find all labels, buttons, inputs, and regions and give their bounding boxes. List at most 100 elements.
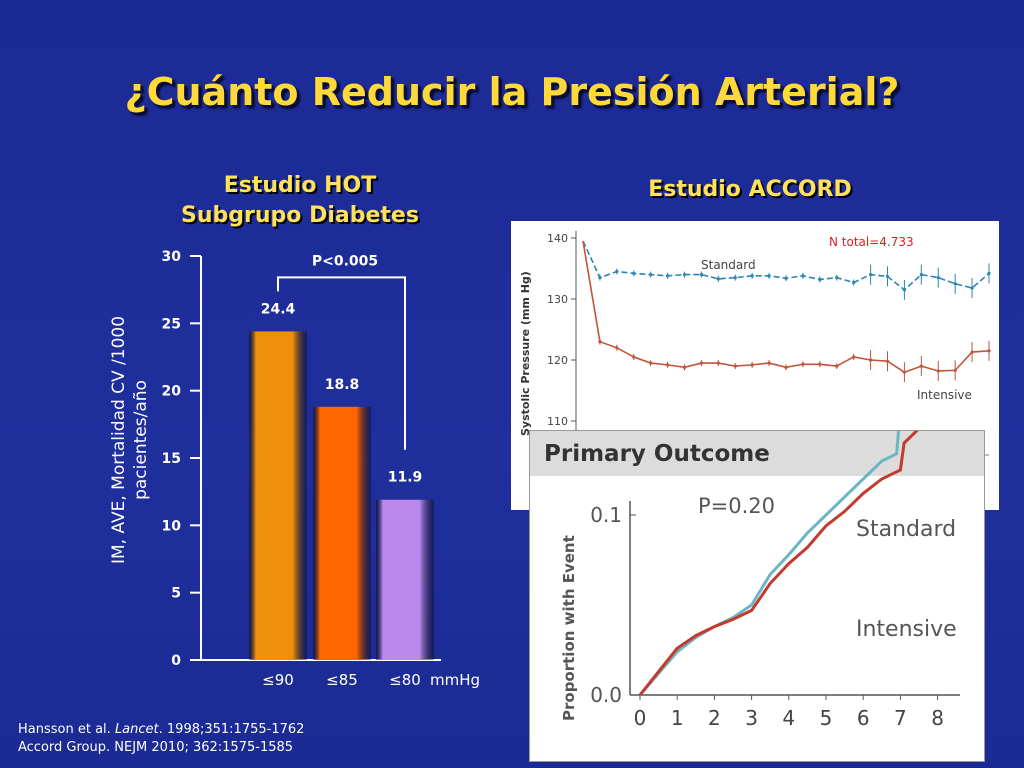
y-tick-label: 0	[171, 653, 181, 669]
bp-point	[902, 288, 907, 292]
reference-1-rest: . 1998;351:1755-1762	[158, 722, 305, 737]
po-x-tick-label: 8	[931, 706, 944, 730]
po-title: Primary Outcome	[544, 441, 770, 467]
bp-point	[953, 368, 957, 372]
bp-point	[868, 273, 873, 277]
bp-series-standard	[582, 240, 990, 291]
y-tick-label: 30	[162, 249, 182, 265]
bp-n-total-annotation: N total=4.733	[829, 235, 914, 249]
bp-point	[649, 273, 653, 277]
po-standard-label: Standard	[856, 517, 956, 542]
bp-point	[919, 273, 923, 277]
hot-bar-chart: 0 5 10 15 20 25 30 24.4 ≤90 18.8 ≤85 11.9 ≤80 mmHg P<0…	[109, 249, 480, 689]
y-axis-label-line-2: pacientes/año	[131, 380, 151, 500]
po-y-tick-label: 0.1	[590, 503, 622, 527]
po-x-tick-label: 0	[634, 706, 647, 730]
bp-point	[852, 355, 856, 359]
bp-point	[682, 365, 687, 369]
bp-point	[784, 365, 788, 369]
bp-point	[649, 361, 653, 365]
x-tick-label: ≤85	[326, 671, 358, 689]
bp-point	[818, 277, 822, 282]
primary-outcome-chart: Primary OutcomeP=0.200.00.10.2012345678P…	[530, 323, 984, 730]
significance-bracket	[277, 276, 406, 450]
bp-point	[970, 350, 974, 354]
po-x-tick-label: 2	[708, 706, 721, 730]
bp-point	[682, 273, 687, 277]
bp-point	[868, 358, 873, 362]
y-axis-label-line-1: IM, AVE, Mortalidad CV /1000	[109, 316, 129, 564]
hot-heading-line-1: Estudio HOT	[223, 173, 377, 198]
po-y-axis-label: Proportion with Event	[560, 535, 578, 721]
bp-point	[936, 276, 940, 280]
bp-point	[716, 361, 720, 365]
bp-intensive-label: Intensive	[917, 388, 972, 402]
bp-point	[835, 364, 839, 368]
bp-point	[632, 271, 636, 275]
slide-title: ¿Cuánto Reducir la Presión Arterial?	[124, 70, 900, 114]
reference-1-journal: Lancet	[114, 722, 159, 737]
hot-heading-line-2: Subgrupo Diabetes	[181, 203, 419, 228]
p-value-annotation: P<0.005	[312, 253, 378, 269]
bp-point	[885, 359, 890, 363]
y-tick-label: 10	[162, 518, 182, 534]
bp-point	[665, 274, 670, 278]
po-x-tick-label: 5	[820, 706, 833, 730]
po-x-tick-label: 6	[857, 706, 870, 730]
bp-point	[750, 274, 754, 278]
bp-standard-label: Standard	[701, 258, 756, 272]
po-x-tick-label: 4	[782, 706, 795, 730]
bar-2	[376, 499, 434, 660]
bp-point	[615, 269, 619, 274]
bar-data-label: 11.9	[388, 470, 423, 486]
bp-point	[902, 370, 907, 374]
x-unit-label: mmHg	[430, 671, 480, 689]
bp-y-tick-label: 120	[547, 354, 568, 367]
bp-y-tick-label: 140	[547, 232, 568, 245]
bp-point	[885, 274, 890, 279]
bp-point	[598, 276, 602, 280]
bp-point	[699, 273, 704, 277]
bp-point	[767, 361, 771, 365]
bar-0	[249, 331, 307, 660]
hot-heading: Estudio HOT Subgrupo Diabetes	[150, 171, 450, 231]
bp-point	[987, 271, 991, 275]
bp-point	[970, 286, 974, 290]
bp-point	[750, 363, 754, 367]
bp-point	[699, 361, 704, 365]
po-x-tick-label: 3	[745, 706, 758, 730]
accord-heading: Estudio ACCORD	[648, 177, 852, 202]
bp-y-axis-label: Systolic Pressure (mm Hg)	[519, 271, 532, 436]
y-tick-label: 15	[162, 451, 181, 467]
bp-point	[784, 276, 788, 280]
references: Hansson et al. Lancet. 1998;351:1755-176…	[18, 721, 304, 757]
reference-accord: Accord Group. NEJM 2010; 362:1575-1585	[18, 740, 294, 755]
bp-point	[936, 369, 940, 373]
bp-point	[716, 277, 720, 281]
bp-point	[919, 364, 923, 368]
po-x-tick-label: 7	[894, 706, 907, 730]
y-tick-label: 25	[162, 316, 181, 332]
bar-data-label: 18.8	[325, 377, 360, 393]
bp-point	[733, 276, 737, 280]
bp-point	[615, 346, 619, 350]
bp-point	[801, 362, 805, 366]
reference-hansson: Hansson et al. Lancet. 1998;351:1755-176…	[18, 721, 304, 739]
bp-point	[665, 363, 670, 367]
bp-point	[767, 274, 771, 278]
bar-data-label: 24.4	[261, 301, 296, 317]
bp-point	[852, 280, 856, 285]
y-tick-label: 5	[171, 586, 181, 602]
bp-point	[818, 362, 822, 366]
x-tick-label: ≤80	[389, 671, 421, 689]
x-tick-label: ≤90	[262, 671, 294, 689]
po-intensive-label: Intensive	[856, 617, 957, 642]
primary-outcome-panel: Primary OutcomeP=0.200.00.10.2012345678P…	[529, 323, 985, 762]
po-series-intensive	[638, 414, 946, 696]
reference-1-authors: Hansson et al.	[18, 722, 115, 737]
bp-point	[987, 349, 991, 353]
bp-point	[598, 340, 602, 344]
y-tick-label: 20	[162, 384, 182, 400]
bp-point	[733, 364, 737, 368]
